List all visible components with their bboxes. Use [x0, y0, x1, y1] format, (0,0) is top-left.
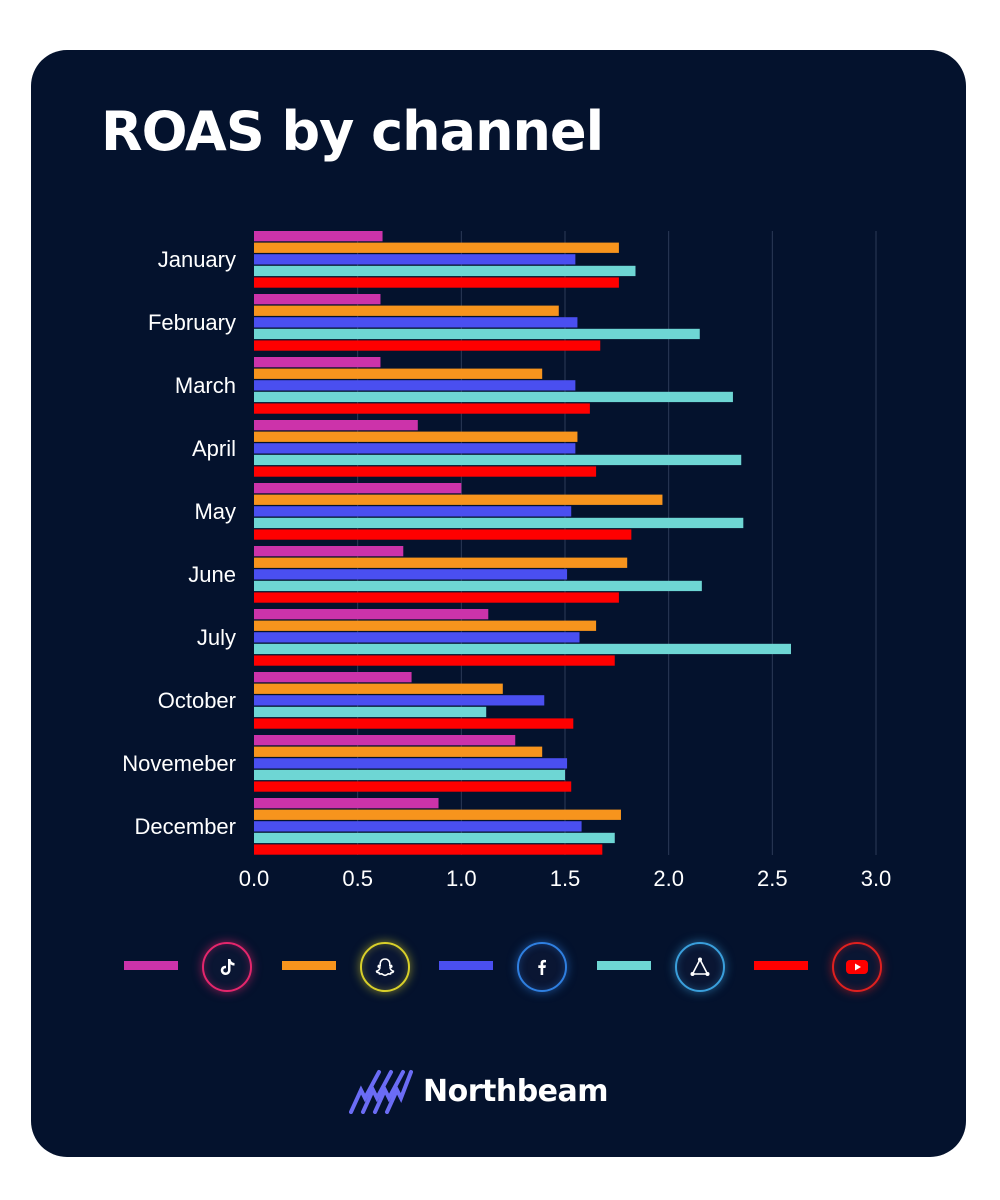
bar-chart: January February March April May June July Octo…: [122, 231, 892, 891]
bar: [254, 265, 636, 277]
bar: [254, 746, 543, 757]
x-tick-label: 1.0: [446, 866, 477, 891]
bar: [254, 769, 565, 781]
bar: [254, 357, 381, 368]
category-label: December: [135, 814, 236, 839]
bar: [254, 758, 568, 769]
x-tick-label: 2.0: [653, 866, 684, 891]
bar: [254, 655, 615, 666]
x-tick-label: 0.5: [342, 866, 373, 891]
category-label: Novemeber: [122, 751, 236, 776]
chart-title: ROAS by channel: [101, 100, 604, 163]
bar: [254, 832, 615, 844]
bar: [254, 294, 381, 305]
bar: [254, 809, 621, 820]
bar: [254, 368, 543, 379]
category-label: June: [188, 562, 236, 587]
bar: [254, 454, 742, 466]
bar: [254, 844, 603, 855]
northbeam-logo-icon: [349, 1070, 413, 1114]
bar: [254, 443, 576, 454]
chart-card: ROAS by channel January February March Apri…: [31, 50, 966, 1157]
bar: [254, 546, 404, 557]
category-label: July: [197, 625, 236, 650]
bar: [254, 431, 578, 442]
bar: [254, 254, 576, 265]
bar: [254, 483, 462, 494]
bar: [254, 231, 383, 242]
bar: [254, 706, 487, 718]
bar: [254, 340, 601, 351]
bar: [254, 695, 545, 706]
bar: [254, 609, 489, 620]
bar: [254, 557, 628, 568]
bar: [254, 380, 576, 391]
x-tick-label: 2.5: [757, 866, 788, 891]
bar: [254, 643, 791, 655]
x-tick-label: 0.0: [239, 866, 270, 891]
bar: [254, 328, 700, 340]
bar: [254, 466, 597, 477]
bar: [254, 506, 572, 517]
category-label: January: [158, 247, 236, 272]
bar: [254, 683, 503, 694]
bar: [254, 580, 702, 592]
bar: [254, 420, 418, 431]
category-label: October: [158, 688, 236, 713]
bar: [254, 517, 744, 529]
category-label: February: [148, 310, 236, 335]
bar: [254, 781, 572, 792]
bar: [254, 529, 632, 540]
bar: [254, 718, 574, 729]
bar: [254, 632, 580, 643]
bar: [254, 403, 590, 414]
category-label: March: [175, 373, 236, 398]
bar: [254, 798, 439, 809]
bar: [254, 277, 619, 288]
category-label: May: [194, 499, 236, 524]
category-label: April: [192, 436, 236, 461]
bar: [254, 821, 582, 832]
brand: Northbeam: [349, 1068, 609, 1114]
bar: [254, 494, 663, 505]
x-tick-label: 1.5: [550, 866, 581, 891]
bar: [254, 672, 412, 683]
bar: [254, 391, 733, 403]
bar: [254, 592, 619, 603]
bar: [254, 242, 619, 253]
bar: [254, 569, 568, 580]
bar: [254, 317, 578, 328]
bar: [254, 735, 516, 746]
bar: [254, 305, 559, 316]
x-tick-label: 3.0: [861, 866, 892, 891]
bar: [254, 620, 597, 631]
brand-name: Northbeam: [423, 1073, 609, 1109]
